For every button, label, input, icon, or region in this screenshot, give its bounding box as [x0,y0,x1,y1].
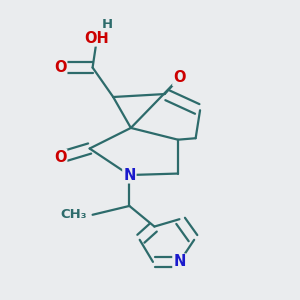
Text: CH₃: CH₃ [60,208,87,221]
Text: O: O [173,70,186,86]
Text: N: N [173,254,186,269]
Text: O: O [54,60,66,75]
Text: H: H [102,18,113,32]
Text: N: N [123,167,136,182]
Text: O: O [54,150,66,165]
Text: OH: OH [85,31,110,46]
